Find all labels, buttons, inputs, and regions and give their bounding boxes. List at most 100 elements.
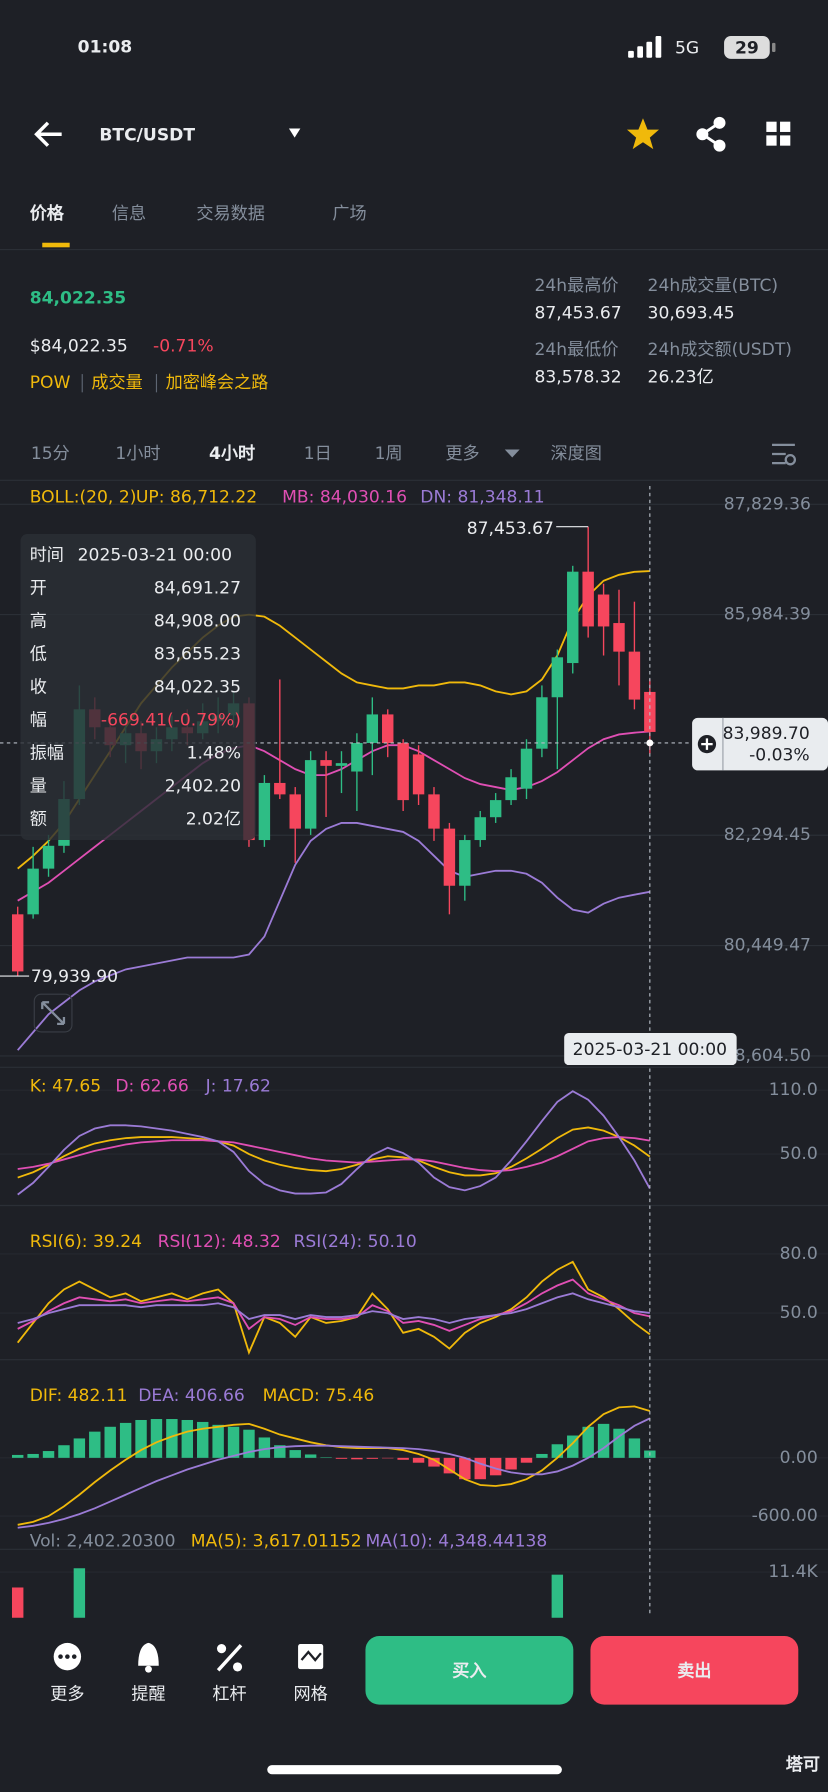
sell-button[interactable] <box>590 1636 799 1705</box>
y-tick-label: 11.4K <box>768 1562 818 1582</box>
macd-bar <box>197 1421 209 1458</box>
expand-button[interactable] <box>33 993 73 1033</box>
macd-bar <box>551 1444 564 1458</box>
boll-legend: UP: 86,712.22 <box>136 487 257 507</box>
battery-icon <box>724 36 770 59</box>
nav-item[interactable]: 更多 <box>50 1684 84 1704</box>
tooltip-value: 2,402.20 <box>165 777 241 797</box>
y-tick-label: 110.0 <box>769 1080 818 1100</box>
macd-bar <box>397 1457 409 1460</box>
stat-value: 87,453.67 <box>534 304 621 324</box>
candle-body <box>304 760 317 829</box>
pair-dropdown[interactable] <box>288 128 301 138</box>
boll-legend: BOLL:(20, 2) <box>30 487 137 507</box>
stat-label: 24h成交额(USDT) <box>648 340 792 360</box>
interval[interactable]: 1小时 <box>115 444 160 464</box>
tab[interactable]: 广场 <box>332 204 366 224</box>
battery-tip <box>772 42 776 53</box>
buy-label: 买入 <box>452 1661 486 1681</box>
interval[interactable]: 4小时 <box>209 444 255 464</box>
nav-item[interactable]: 杠杆 <box>212 1684 246 1704</box>
macd-bar <box>258 1437 271 1458</box>
candle-body <box>351 743 363 772</box>
tab[interactable]: 交易数据 <box>196 204 264 224</box>
tooltip-label: 时间 <box>30 546 64 566</box>
panel-legend: K: 47.65 <box>30 1077 101 1097</box>
indicator-line <box>16 1260 651 1356</box>
nav-item[interactable]: 网格 <box>294 1684 328 1704</box>
macd-bar <box>412 1457 425 1463</box>
macd-bar <box>443 1457 456 1474</box>
y-tick-label: 50.0 <box>780 1144 818 1164</box>
layout-button[interactable] <box>766 121 791 146</box>
macd-bar <box>505 1457 517 1470</box>
status-time: 01:08 <box>78 37 133 57</box>
last-price: 84,022.35 <box>30 289 126 309</box>
volume-bar <box>73 1568 86 1618</box>
candle-body <box>613 623 625 652</box>
tooltip-value: 1.48% <box>187 744 241 764</box>
macd-bar <box>474 1457 486 1480</box>
macd-bar <box>42 1451 55 1458</box>
interval[interactable]: 更多 <box>445 444 479 464</box>
tag: 加密峰会之路 <box>166 373 269 393</box>
nav-icons <box>53 1642 324 1673</box>
tooltip-value: 2.02亿 <box>186 810 241 830</box>
cross-price-box <box>692 717 828 771</box>
macd-bar <box>58 1445 70 1458</box>
macd-bar <box>536 1453 548 1458</box>
more-dropdown[interactable] <box>504 449 520 458</box>
candle-body <box>11 914 24 972</box>
usd-price: $84,022.35 <box>30 337 128 357</box>
macd-bar <box>489 1457 502 1476</box>
tooltip-label: 量 <box>30 777 47 797</box>
chart-settings[interactable] <box>772 443 797 466</box>
indicator-line <box>17 1292 650 1324</box>
back-button[interactable] <box>34 121 62 147</box>
watermark: 塔可 <box>786 1754 820 1775</box>
macd-bar <box>150 1419 163 1458</box>
sell-label: 卖出 <box>677 1660 711 1681</box>
favorite-star[interactable] <box>626 118 659 150</box>
candle-body <box>520 748 533 789</box>
candle-body <box>597 594 610 627</box>
interval[interactable]: 深度图 <box>550 444 601 464</box>
battery-level: 29 <box>735 39 759 59</box>
panel-legend: Vol: 2,402.20300 <box>30 1531 176 1551</box>
cross-date: 2025-03-21 00:00 <box>573 1040 727 1060</box>
tooltip-value: 2025-03-21 00:00 <box>78 546 232 566</box>
macd-bar <box>582 1426 594 1458</box>
share-button[interactable] <box>696 116 726 152</box>
panel-legend: RSI(24): 50.10 <box>294 1232 417 1252</box>
cross-change: -0.03% <box>749 746 810 766</box>
buy-button[interactable] <box>365 1636 574 1705</box>
macd-bar <box>11 1454 24 1458</box>
tooltip-value: -669.41(-0.79%) <box>101 711 241 731</box>
macd-bar <box>597 1423 610 1458</box>
y-tick-label: 78,604.50 <box>724 1046 811 1066</box>
y-tick-label: 80.0 <box>780 1244 818 1264</box>
volume-bar <box>551 1574 564 1618</box>
stat-label: 24h成交量(BTC) <box>648 276 779 296</box>
interval[interactable]: 15分 <box>31 444 70 464</box>
nav-item[interactable]: 提醒 <box>131 1684 165 1704</box>
panel-legend: MA(10): 4,348.44138 <box>365 1531 547 1551</box>
candle-body <box>27 868 39 915</box>
tooltip-label: 收 <box>30 678 47 698</box>
candle-body <box>335 763 348 766</box>
macd-bar <box>227 1426 240 1458</box>
high-label: 87,453.67 <box>467 519 554 539</box>
candle-body <box>274 782 286 795</box>
candle-body <box>582 571 594 627</box>
candle-body <box>289 794 301 829</box>
macd-bar <box>520 1457 533 1463</box>
interval[interactable]: 1周 <box>375 444 403 464</box>
tab[interactable]: 信息 <box>112 204 146 224</box>
macd-bar <box>27 1453 39 1458</box>
crosshair-dot <box>646 739 654 747</box>
macd-bar <box>366 1457 379 1459</box>
tab[interactable]: 价格 <box>30 203 65 224</box>
interval[interactable]: 1日 <box>304 444 332 464</box>
